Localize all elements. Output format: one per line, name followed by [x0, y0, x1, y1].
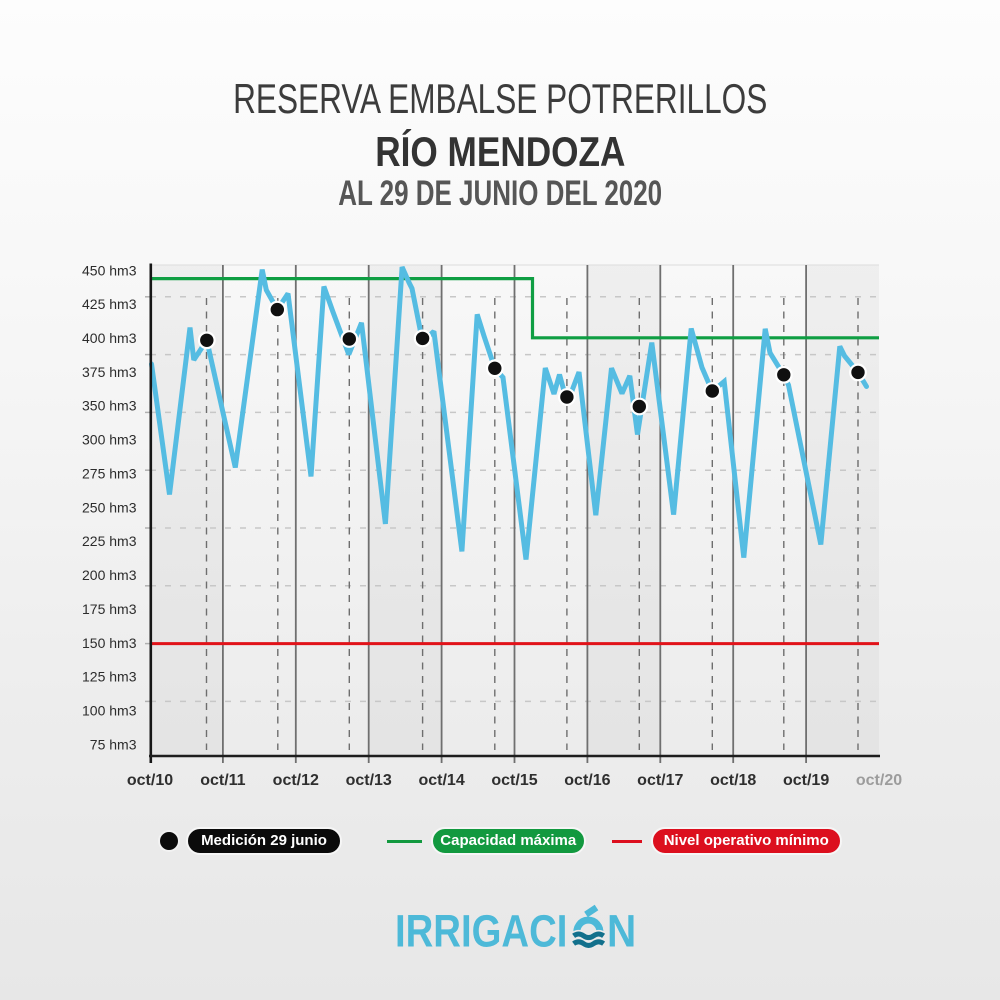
svg-text:oct/15: oct/15: [491, 772, 537, 789]
svg-text:oct/14: oct/14: [418, 772, 464, 789]
svg-text:400 hm3: 400 hm3: [82, 330, 137, 346]
svg-text:450 hm3: 450 hm3: [82, 262, 137, 278]
svg-text:175 hm3: 175 hm3: [82, 601, 137, 617]
svg-text:oct/12: oct/12: [273, 772, 319, 789]
svg-text:oct/10: oct/10: [127, 772, 173, 789]
svg-text:oct/11: oct/11: [200, 772, 245, 789]
svg-text:225 hm3: 225 hm3: [82, 533, 137, 549]
svg-text:oct/13: oct/13: [346, 772, 392, 789]
svg-text:375 hm3: 375 hm3: [82, 364, 137, 380]
svg-text:150 hm3: 150 hm3: [82, 635, 137, 651]
svg-text:oct/17: oct/17: [637, 772, 683, 789]
svg-text:oct/20: oct/20: [856, 772, 902, 789]
svg-text:oct/19: oct/19: [783, 772, 829, 789]
svg-text:425 hm3: 425 hm3: [82, 296, 137, 312]
svg-text:300 hm3: 300 hm3: [82, 432, 137, 448]
svg-text:275 hm3: 275 hm3: [82, 465, 137, 481]
svg-text:N: N: [607, 907, 636, 957]
svg-text:125 hm3: 125 hm3: [82, 669, 137, 685]
svg-text:350 hm3: 350 hm3: [82, 398, 137, 414]
svg-text:200 hm3: 200 hm3: [82, 567, 137, 583]
svg-text:oct/16: oct/16: [564, 772, 610, 789]
svg-text:75 hm3: 75 hm3: [90, 736, 137, 752]
svg-text:oct/18: oct/18: [710, 772, 756, 789]
svg-text:100 hm3: 100 hm3: [82, 703, 137, 719]
svg-text:IRRIGACI: IRRIGACI: [395, 906, 568, 957]
svg-text:250 hm3: 250 hm3: [82, 499, 137, 515]
